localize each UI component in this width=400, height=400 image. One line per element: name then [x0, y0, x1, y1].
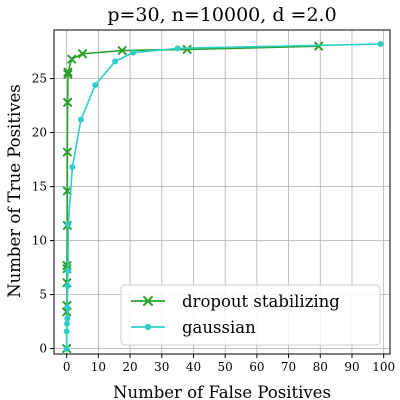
y-tick-label: 10	[32, 234, 47, 248]
data-point-dropout-stabilizing	[67, 54, 77, 64]
data-point-gaussian	[63, 328, 70, 335]
data-point-dropout-stabilizing	[62, 260, 72, 270]
tick-layer: 0 10 20 30 40 50 60 70 80 90 100 0 5 10 15 20 25	[32, 72, 395, 374]
data-point-dropout-stabilizing	[63, 67, 73, 77]
data-point-dropout-stabilizing	[182, 44, 192, 54]
chart-title: p=30, n=10000, d =2.0	[107, 4, 336, 26]
y-tick-label: 20	[32, 126, 47, 140]
legend-box	[120, 284, 381, 346]
y-tick-label: 25	[32, 72, 47, 86]
x-tick-label: 100	[372, 360, 395, 374]
x-tick-label: 70	[281, 360, 296, 374]
data-point-gaussian	[130, 49, 137, 56]
x-tick-label: 90	[344, 360, 359, 374]
x-tick-label: 40	[186, 360, 201, 374]
legend-label-dropout-stabilizing: dropout stabilizing	[182, 292, 340, 311]
data-point-gaussian	[69, 164, 76, 171]
x-tick-label: 30	[154, 360, 169, 374]
data-point-dropout-stabilizing	[63, 97, 73, 107]
data-point-gaussian	[64, 315, 71, 322]
data-point-dropout-stabilizing	[314, 41, 324, 51]
data-point-dropout-stabilizing	[62, 147, 72, 157]
data-point-gaussian	[77, 116, 84, 123]
x-tick-label: 50	[218, 360, 233, 374]
y-tick-label: 5	[39, 288, 47, 302]
data-point-dropout-stabilizing	[78, 49, 88, 59]
x-axis-label: Number of False Positives	[113, 383, 331, 400]
data-point-gaussian	[112, 58, 119, 65]
plot-frame	[53, 29, 391, 355]
data-point-gaussian	[92, 82, 99, 89]
data-point-gaussian	[377, 41, 384, 48]
data-point-gaussian	[64, 304, 71, 311]
x-tick-label: 0	[63, 360, 71, 374]
x-tick-label: 20	[122, 360, 137, 374]
data-point-dropout-stabilizing	[63, 69, 73, 79]
data-point-gaussian	[64, 267, 71, 274]
x-tick-label: 60	[249, 360, 264, 374]
x-tick-label: 10	[91, 360, 106, 374]
data-point-gaussian	[64, 282, 71, 289]
data-point-gaussian	[174, 45, 181, 52]
legend-label-gaussian: gaussian	[182, 318, 256, 337]
data-point-gaussian	[65, 221, 72, 228]
y-tick-label: 0	[39, 342, 47, 356]
data-point-gaussian	[63, 345, 70, 352]
legend: dropout stabilizing gaussian	[120, 284, 381, 346]
legend-marker-gaussian	[144, 323, 152, 331]
x-tick-label: 80	[313, 360, 328, 374]
data-point-dropout-stabilizing	[117, 46, 127, 56]
y-tick-label: 15	[32, 180, 47, 194]
y-axis-label: Number of True Positives	[5, 84, 24, 298]
data-point-dropout-stabilizing	[62, 186, 72, 196]
series-layer	[62, 41, 384, 354]
legend-marker-dropout-stabilizing	[143, 296, 153, 306]
data-point-gaussian	[63, 320, 70, 327]
